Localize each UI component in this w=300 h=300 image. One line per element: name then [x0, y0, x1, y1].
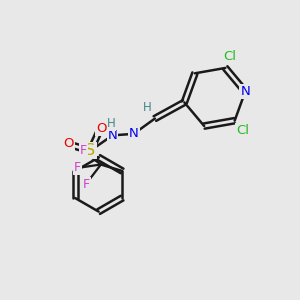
Text: F: F — [83, 178, 90, 191]
Text: N: N — [240, 85, 250, 98]
Text: S: S — [85, 143, 95, 158]
Text: H: H — [106, 117, 116, 130]
Text: F: F — [80, 145, 87, 158]
Text: Cl: Cl — [236, 124, 249, 137]
Text: H: H — [143, 101, 152, 114]
Text: O: O — [96, 122, 107, 135]
Text: F: F — [74, 161, 81, 174]
Text: Cl: Cl — [223, 50, 236, 63]
Text: N: N — [129, 128, 139, 140]
Text: O: O — [63, 137, 74, 150]
Text: N: N — [108, 129, 117, 142]
